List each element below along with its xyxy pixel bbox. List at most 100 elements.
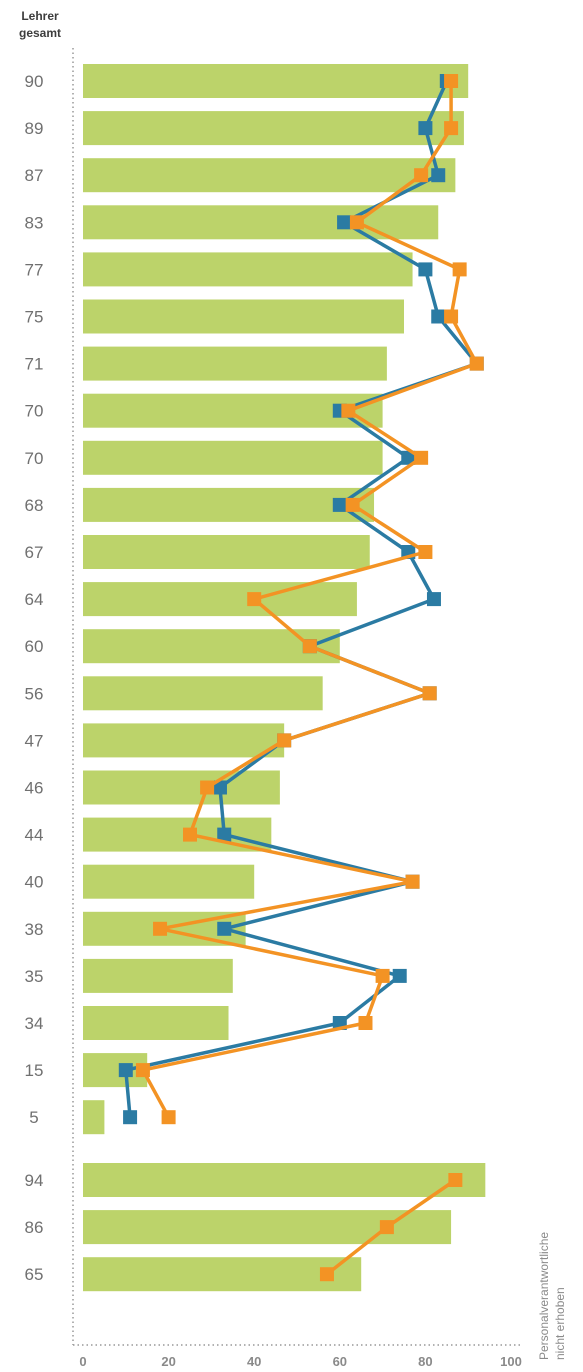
bar bbox=[83, 629, 340, 664]
data-point-orange bbox=[153, 921, 168, 936]
data-point-orange bbox=[422, 686, 437, 701]
category-label: 35 bbox=[25, 967, 44, 986]
category-label: 83 bbox=[25, 213, 44, 232]
category-label: 65 bbox=[25, 1265, 44, 1284]
category-label: 71 bbox=[25, 355, 44, 374]
category-label: 34 bbox=[25, 1014, 44, 1033]
data-point-teal bbox=[217, 827, 232, 842]
x-tick-label: 100 bbox=[500, 1354, 522, 1369]
category-label: 70 bbox=[25, 449, 44, 468]
bar bbox=[83, 958, 233, 993]
data-point-orange bbox=[302, 639, 317, 654]
data-point-orange bbox=[135, 1063, 150, 1078]
category-label: 87 bbox=[25, 166, 44, 185]
x-tick-label: 60 bbox=[333, 1354, 347, 1369]
data-point-teal bbox=[426, 592, 441, 607]
data-point-orange bbox=[358, 1016, 373, 1030]
data-point-orange bbox=[183, 827, 197, 842]
data-point-orange bbox=[418, 545, 433, 559]
data-point-teal bbox=[118, 1063, 133, 1078]
bar bbox=[83, 393, 383, 428]
category-label: 75 bbox=[25, 308, 44, 327]
data-point-orange bbox=[448, 1173, 463, 1187]
data-point-teal bbox=[392, 968, 407, 983]
bar bbox=[83, 440, 383, 475]
data-point-teal bbox=[418, 121, 433, 136]
x-tick-label: 40 bbox=[247, 1354, 261, 1369]
data-point-teal bbox=[337, 215, 352, 230]
category-label: 70 bbox=[25, 402, 44, 421]
bar bbox=[83, 1257, 362, 1292]
category-label: 67 bbox=[25, 543, 44, 562]
data-point-orange bbox=[319, 1267, 334, 1282]
bar bbox=[83, 64, 469, 98]
category-label: 5 bbox=[29, 1108, 38, 1127]
data-point-teal bbox=[217, 921, 232, 936]
data-point-orange bbox=[200, 780, 215, 795]
data-point-orange bbox=[349, 215, 364, 230]
bar bbox=[83, 676, 323, 711]
category-label: 64 bbox=[25, 590, 44, 609]
data-point-orange bbox=[341, 403, 356, 418]
x-tick-label: 80 bbox=[418, 1354, 432, 1369]
bar bbox=[83, 770, 280, 805]
category-label: 47 bbox=[25, 731, 44, 750]
x-tick-label: 20 bbox=[161, 1354, 175, 1369]
bar bbox=[83, 1210, 452, 1245]
category-label: 86 bbox=[25, 1218, 44, 1237]
data-point-teal bbox=[431, 168, 446, 183]
data-point-orange bbox=[414, 168, 429, 183]
data-point-teal bbox=[332, 497, 347, 512]
category-label: 40 bbox=[25, 873, 44, 892]
header-label: Lehrer gesamt bbox=[10, 8, 70, 42]
data-point-orange bbox=[277, 733, 292, 748]
category-label: 89 bbox=[25, 119, 44, 138]
bar bbox=[83, 1163, 486, 1197]
bar bbox=[83, 535, 370, 569]
data-point-teal bbox=[401, 450, 416, 465]
data-point-orange bbox=[452, 262, 467, 277]
bar bbox=[83, 299, 404, 334]
data-point-orange bbox=[414, 450, 429, 465]
side-note: Personalverantwortliche nicht erhoben bbox=[536, 1232, 568, 1360]
side-note-line-1: Personalverantwortliche bbox=[537, 1231, 551, 1360]
header-line-1: Lehrer bbox=[21, 9, 59, 23]
bar bbox=[83, 158, 456, 193]
category-label: 94 bbox=[25, 1171, 44, 1190]
bar bbox=[83, 1006, 229, 1040]
category-label: 15 bbox=[25, 1061, 44, 1080]
data-point-orange bbox=[405, 874, 420, 889]
category-label: 38 bbox=[25, 920, 44, 939]
data-point-orange bbox=[375, 968, 390, 983]
bar bbox=[83, 252, 413, 287]
category-label: 68 bbox=[25, 496, 44, 515]
data-point-orange bbox=[444, 309, 459, 324]
category-label: 46 bbox=[25, 779, 44, 798]
bar bbox=[83, 111, 464, 146]
data-point-orange bbox=[469, 356, 484, 371]
data-point-orange bbox=[379, 1220, 394, 1235]
bar bbox=[83, 1100, 105, 1135]
side-note-line-2: nicht erhoben bbox=[553, 1287, 567, 1360]
bar bbox=[83, 487, 375, 522]
data-point-orange bbox=[444, 74, 459, 88]
data-point-teal bbox=[123, 1110, 138, 1125]
bar bbox=[83, 346, 387, 381]
data-point-orange bbox=[345, 497, 360, 512]
bar bbox=[83, 723, 285, 758]
category-label: 56 bbox=[25, 684, 44, 703]
category-label: 77 bbox=[25, 260, 44, 279]
data-point-teal bbox=[418, 262, 433, 277]
data-point-teal bbox=[431, 309, 446, 324]
data-point-orange bbox=[161, 1110, 176, 1125]
category-label: 90 bbox=[25, 72, 44, 91]
bar bbox=[83, 582, 357, 617]
data-point-teal bbox=[212, 780, 227, 795]
bar bbox=[83, 864, 255, 899]
category-label: 44 bbox=[25, 826, 44, 845]
header-line-2: gesamt bbox=[18, 26, 62, 40]
category-label: 60 bbox=[25, 637, 44, 656]
data-point-orange bbox=[247, 592, 262, 607]
x-tick-label: 0 bbox=[79, 1354, 86, 1369]
